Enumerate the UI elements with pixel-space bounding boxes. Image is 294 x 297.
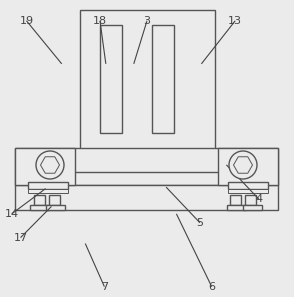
Bar [15, 148, 278, 185]
Bar [152, 25, 174, 133]
Bar [218, 148, 278, 185]
Text: 17: 17 [14, 233, 28, 243]
Bar [34, 195, 45, 205]
Text: 3: 3 [143, 16, 151, 26]
Text: 4: 4 [255, 194, 262, 204]
Bar [243, 205, 262, 210]
Bar [15, 185, 278, 210]
Text: 19: 19 [19, 16, 34, 26]
Circle shape [36, 151, 64, 179]
Bar [228, 189, 268, 193]
Text: 18: 18 [93, 16, 107, 26]
Text: 6: 6 [208, 282, 215, 292]
Bar [46, 205, 65, 210]
Bar [28, 182, 68, 189]
Bar [245, 195, 256, 205]
Bar [227, 205, 246, 210]
Text: 7: 7 [101, 282, 108, 292]
Bar [49, 195, 60, 205]
Bar [100, 25, 122, 133]
Bar [80, 10, 215, 155]
Bar [228, 182, 268, 189]
Text: 5: 5 [196, 218, 203, 228]
Circle shape [229, 151, 257, 179]
Bar [28, 189, 68, 193]
Bar [15, 148, 75, 185]
Bar [30, 205, 49, 210]
Text: 13: 13 [228, 16, 242, 26]
Bar [230, 195, 241, 205]
Text: 14: 14 [5, 209, 19, 219]
